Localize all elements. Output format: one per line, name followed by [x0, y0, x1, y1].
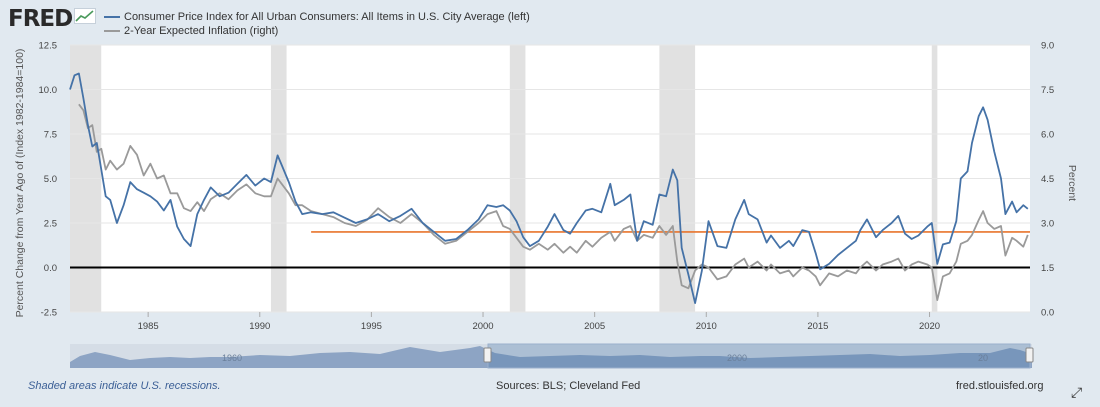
navigator-label-1: 1960 [222, 353, 242, 363]
x-tick-label: 1985 [138, 321, 159, 332]
right-tick-label: 4.5 [1041, 174, 1054, 185]
left-tick-label: 5.0 [44, 174, 57, 185]
x-tick-label: 2005 [584, 321, 605, 332]
x-tick-label: 2015 [807, 321, 828, 332]
x-axis-ticks: 1985 1990 1995 2000 2005 2010 2015 2020 [138, 312, 940, 332]
series-line-cpi [69, 72, 1029, 305]
navigator-label-3: 20 [978, 353, 988, 363]
right-tick-label: 3.0 [1041, 219, 1054, 230]
left-tick-label: 12.5 [39, 41, 58, 52]
fullscreen-icon[interactable]: ⤢ [1071, 384, 1083, 400]
series-lines [69, 72, 1029, 305]
navigator-handle-right[interactable] [1025, 347, 1034, 363]
navigator-label-2: 2000 [727, 353, 747, 363]
left-tick-label: 10.0 [39, 85, 58, 96]
right-tick-label: 6.0 [1041, 130, 1054, 141]
legend-label-expected-inflation: 2-Year Expected Inflation (right) [124, 25, 279, 37]
x-tick-label: 2000 [472, 321, 493, 332]
range-navigator[interactable]: 1960 2000 20 [70, 343, 1034, 369]
right-tick-label: 1.5 [1041, 263, 1054, 274]
left-axis-label: Percent Change from Year Ago of (Index 1… [14, 49, 26, 318]
recession-note: Shaded areas indicate U.S. recessions. [28, 380, 221, 392]
right-tick-label: 7.5 [1041, 85, 1054, 96]
x-tick-label: 1990 [249, 321, 270, 332]
legend-swatch-cpi [104, 16, 120, 19]
x-tick-label: 1995 [361, 321, 382, 332]
right-axis-ticks: 9.0 7.5 6.0 4.5 3.0 1.5 0.0 [1041, 41, 1054, 319]
left-tick-label: 2.5 [44, 219, 57, 230]
navigator-handle-left[interactable] [483, 347, 492, 363]
sources-text: Sources: BLS; Cleveland Fed [496, 380, 641, 392]
left-tick-label: -2.5 [41, 308, 57, 319]
x-tick-label: 2020 [919, 321, 940, 332]
right-axis-label: Percent [1066, 165, 1078, 201]
left-axis-ticks: 12.5 10.0 7.5 5.0 2.5 0.0 -2.5 [39, 41, 58, 319]
fred-logo[interactable]: FRED [8, 6, 73, 32]
right-tick-label: 9.0 [1041, 41, 1054, 52]
left-tick-label: 0.0 [44, 263, 57, 274]
legend-item-expected-inflation[interactable]: 2-Year Expected Inflation (right) [104, 25, 278, 37]
navigator-selection[interactable] [487, 343, 1031, 369]
x-tick-label: 2010 [696, 321, 717, 332]
series-line-expected-inflation [78, 103, 1029, 302]
chart-logo-icon [74, 8, 96, 24]
left-tick-label: 7.5 [44, 130, 57, 141]
right-tick-label: 0.0 [1041, 308, 1054, 319]
legend-label-cpi: Consumer Price Index for All Urban Consu… [124, 11, 530, 23]
site-url[interactable]: fred.stlouisfed.org [956, 380, 1044, 392]
legend-item-cpi[interactable]: Consumer Price Index for All Urban Consu… [104, 11, 530, 23]
legend-swatch-expected-inflation [104, 30, 120, 33]
navigator-series-area [70, 346, 1032, 368]
